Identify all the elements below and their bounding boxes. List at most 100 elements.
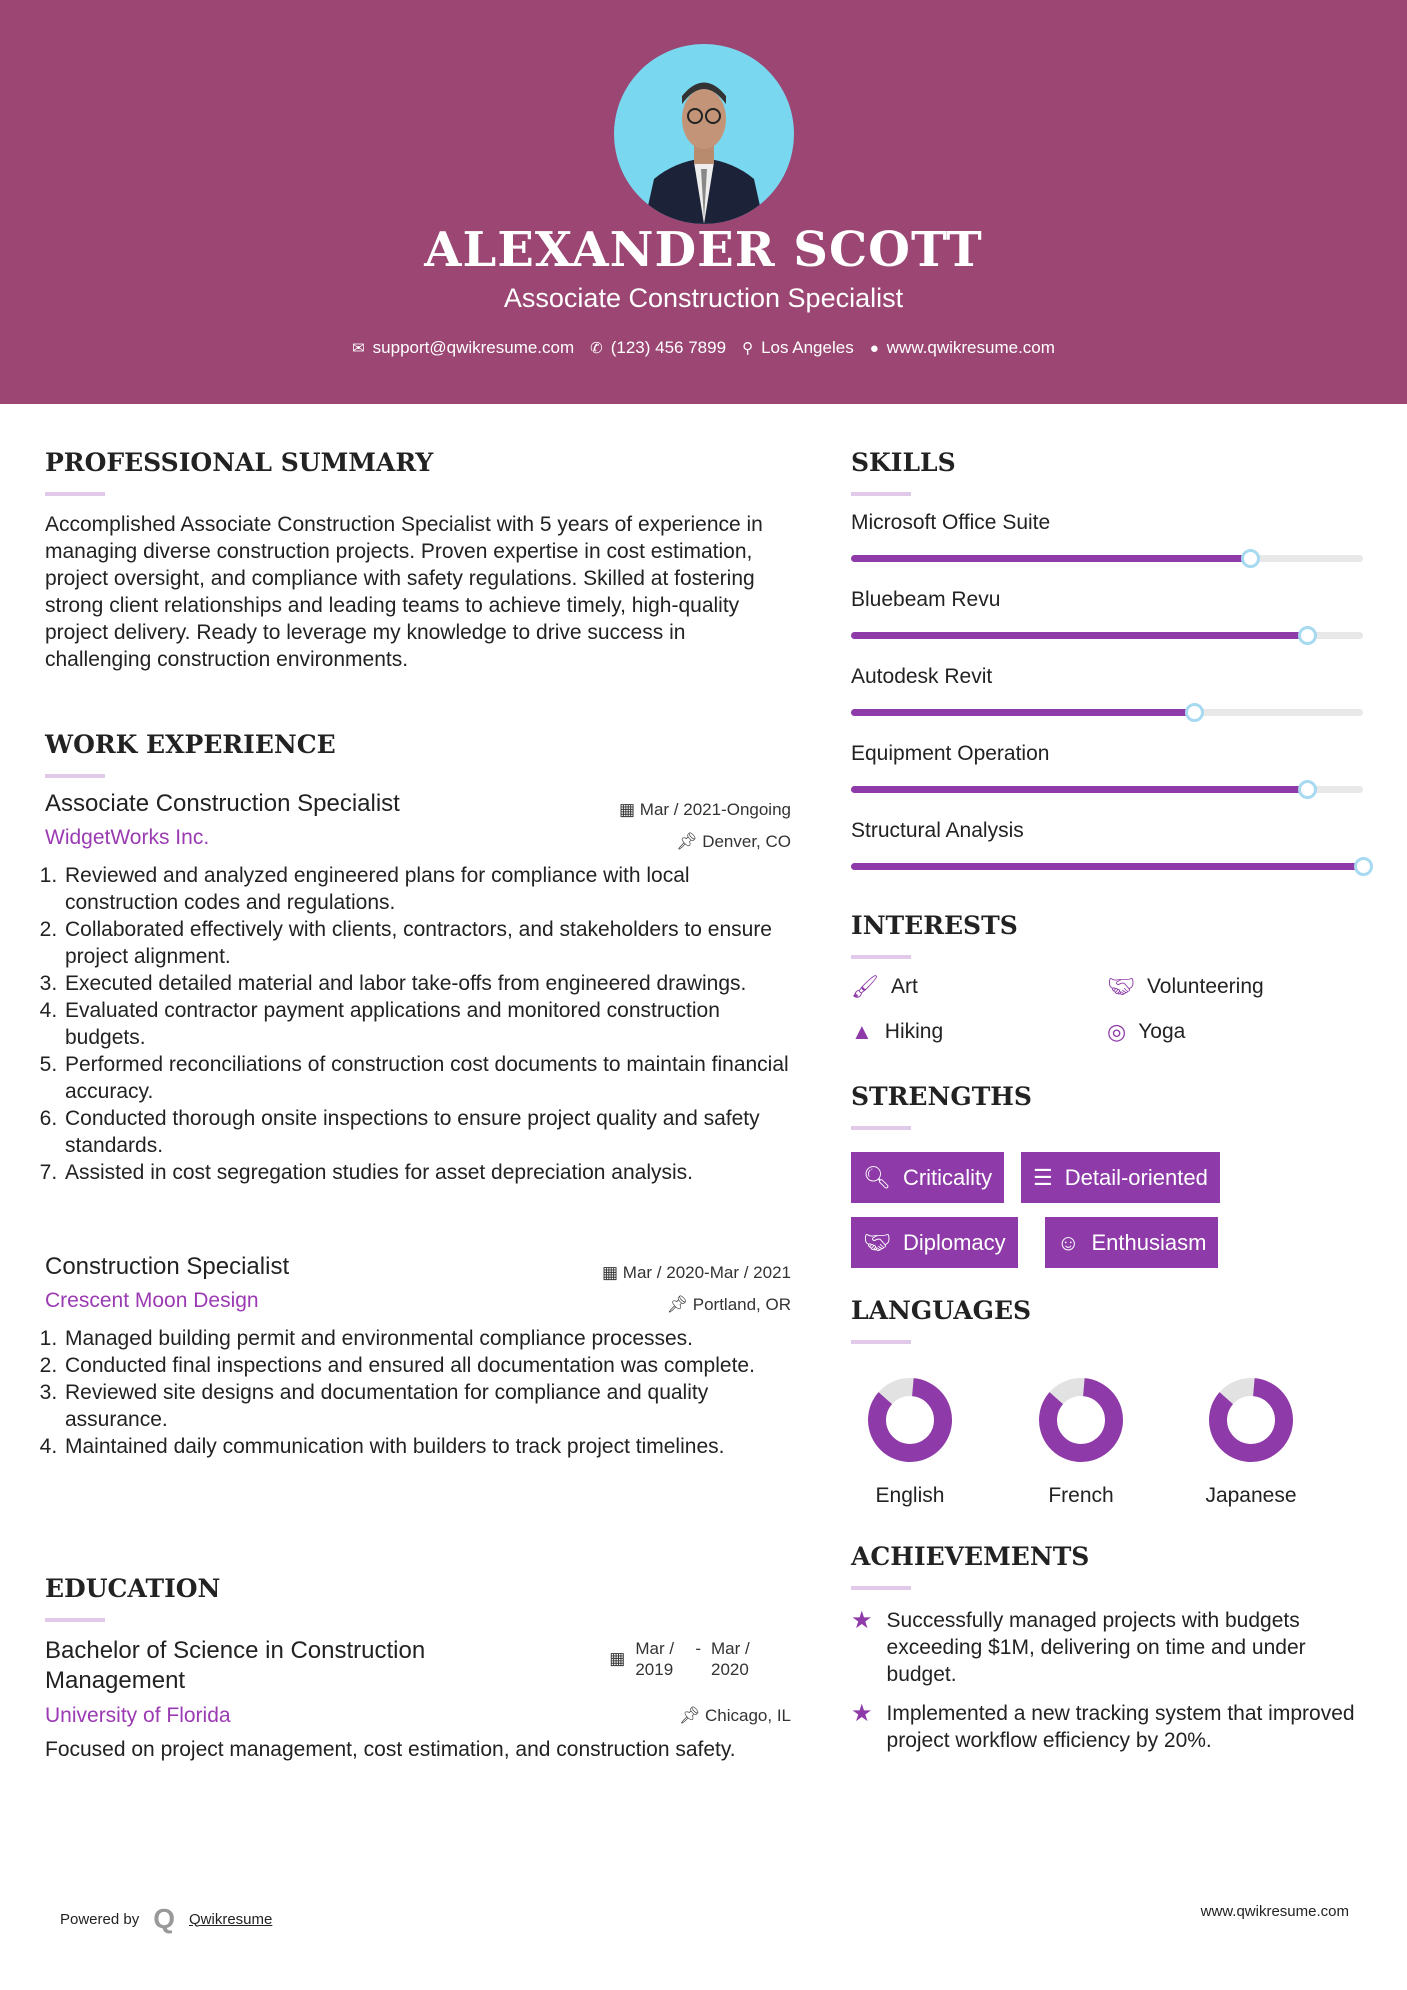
paintbrush-icon: 🖌︎	[851, 974, 879, 999]
globe-icon: ●	[869, 340, 879, 357]
language-name: Japanese	[1205, 1484, 1297, 1507]
skill-bar-fill	[851, 632, 1307, 639]
bullet: Evaluated contractor payment application…	[63, 997, 791, 1051]
calendar-icon: ▦	[619, 800, 640, 819]
education-entry: Bachelor of Science in Construction Mana…	[45, 1636, 791, 1763]
strength-enthusiasm: ☺ Enthusiasm	[1045, 1217, 1219, 1268]
skill-bar-knob	[1297, 626, 1317, 645]
handshake-icon: 🤝︎	[863, 1229, 891, 1255]
skill-item: Equipment Operation	[851, 742, 1363, 799]
pin-icon: 📌︎	[675, 832, 703, 851]
footer-powered: Powered by Q Qwikresume	[60, 1903, 273, 1934]
skill-item: Autodesk Revit	[851, 665, 1363, 722]
handshake-icon: 🤝︎	[1107, 974, 1135, 999]
strengths-heading: STRENGTHS	[851, 1082, 1032, 1130]
header: ALEXANDER SCOTT Associate Construction S…	[0, 0, 1407, 404]
summary-heading: PROFESSIONAL SUMMARY	[45, 448, 434, 496]
job-1: Associate Construction Specialist ▦ Mar …	[45, 790, 791, 1186]
bullet: Assisted in cost segregation studies for…	[63, 1159, 791, 1186]
job-dates: ▦ Mar / 2021-Ongoing	[619, 800, 791, 819]
strength-detail-oriented: ☰ Detail-oriented	[1021, 1152, 1220, 1203]
achievement-item: ★ Implemented a new tracking system that …	[851, 1700, 1355, 1752]
skill-bar-knob	[1297, 780, 1317, 799]
calendar-icon: ▦	[602, 1263, 623, 1282]
job-title: Associate Construction Specialist	[45, 790, 400, 817]
map-marker-icon: ⚲	[742, 340, 754, 357]
skill-item: Structural Analysis	[851, 819, 1373, 876]
job-location: 📌︎ Portland, OR	[666, 1295, 791, 1314]
skill-bar-knob	[1241, 549, 1261, 568]
language-item: French	[1011, 1374, 1151, 1508]
interest-yoga: ◎ Yoga	[1107, 1019, 1186, 1044]
language-donut	[868, 1378, 952, 1462]
skill-bar-fill	[851, 555, 1251, 562]
donut-fill	[868, 1378, 952, 1462]
skill-name: Equipment Operation	[851, 742, 1050, 765]
language-name: English	[875, 1484, 945, 1507]
summary-text: Accomplished Associate Construction Spec…	[45, 513, 763, 671]
smile-icon: ☺	[1057, 1229, 1080, 1255]
contact-bar: ✉ support@qwikresume.com ✆ (123) 456 7899 …	[0, 338, 1407, 358]
skill-name: Microsoft Office Suite	[851, 511, 1051, 534]
skill-bar	[851, 626, 1363, 645]
language-donut	[1209, 1378, 1293, 1462]
work-heading: WORK EXPERIENCE	[45, 730, 336, 778]
contact-phone: ✆ (123) 456 7899	[590, 338, 727, 357]
bullet: Reviewed and analyzed engineered plans f…	[63, 862, 791, 916]
language-name: French	[1048, 1484, 1114, 1507]
skill-name: Bluebeam Revu	[851, 588, 1001, 611]
qwikresume-logo-icon: Q	[153, 1903, 175, 1934]
footer-url[interactable]: www.qwikresume.com	[1200, 1903, 1349, 1920]
skill-item: Bluebeam Revu	[851, 588, 1363, 645]
interest-hiking: ▲ Hiking	[851, 1019, 944, 1044]
skill-bar	[851, 780, 1363, 799]
skill-bar	[851, 703, 1363, 722]
candidate-name: ALEXANDER SCOTT	[424, 222, 983, 278]
job-company: Crescent Moon Design	[45, 1289, 259, 1312]
phone-icon: ✆	[590, 340, 603, 357]
contact-email[interactable]: ✉ support@qwikresume.com	[352, 338, 575, 357]
interest-volunteering: 🤝︎ Volunteering	[1107, 974, 1264, 999]
education-location: 📌︎ Chicago, IL	[678, 1706, 791, 1725]
bullet: Performed reconciliations of constructio…	[63, 1051, 791, 1105]
job-bullets: Reviewed and analyzed engineered plans f…	[45, 862, 791, 1186]
bullet: Collaborated effectively with clients, c…	[63, 916, 791, 970]
contact-website[interactable]: ● www.qwikresume.com	[869, 338, 1055, 357]
star-icon: ★	[851, 1607, 873, 1634]
skill-bar-knob	[1354, 857, 1373, 876]
job-company: WidgetWorks Inc.	[45, 826, 210, 849]
language-item: English	[840, 1374, 980, 1508]
achievements-heading: ACHIEVEMENTS	[851, 1542, 1090, 1590]
language-donut	[1039, 1378, 1123, 1462]
calendar-icon: ▦	[609, 1649, 626, 1668]
candidate-title: Associate Construction Specialist	[503, 283, 904, 313]
school: University of Florida	[45, 1704, 231, 1727]
job-dates: ▦ Mar / 2020-Mar / 2021	[602, 1263, 791, 1282]
life-ring-icon: ◎	[1107, 1019, 1127, 1044]
strength-criticality: 🔍︎ Criticality	[851, 1152, 1005, 1203]
skill-bar-fill	[851, 786, 1307, 793]
job-2: Construction Specialist ▦ Mar / 2020-Mar…	[45, 1253, 791, 1460]
skill-item: Microsoft Office Suite	[851, 511, 1363, 568]
bullet: Conducted final inspections and ensured …	[63, 1352, 791, 1379]
bullet: Conducted thorough onsite inspections to…	[63, 1105, 791, 1159]
brand-link[interactable]: Qwikresume	[189, 1910, 273, 1928]
skill-bar	[851, 857, 1373, 876]
skill-bar-knob	[1185, 703, 1205, 722]
pin-icon: 📌︎	[678, 1706, 705, 1725]
tree-icon: ▲	[851, 1019, 873, 1044]
job-location: 📌︎ Denver, CO	[675, 832, 791, 851]
star-icon: ★	[851, 1700, 873, 1727]
skills-heading: SKILLS	[851, 448, 956, 496]
skill-name: Structural Analysis	[851, 819, 1024, 842]
envelope-icon: ✉	[352, 340, 365, 357]
skill-bar-fill	[851, 863, 1363, 870]
contact-location: ⚲ Los Angeles	[742, 338, 854, 357]
interests-heading: INTERESTS	[851, 911, 1018, 959]
skill-bar-fill	[851, 709, 1195, 716]
search-icon: 🔍︎	[863, 1164, 891, 1190]
bullet: Reviewed site designs and documentation …	[63, 1379, 791, 1433]
bullet: Executed detailed material and labor tak…	[63, 970, 791, 997]
job-title: Construction Specialist	[45, 1253, 290, 1280]
bullet: Managed building permit and environmenta…	[63, 1325, 791, 1352]
